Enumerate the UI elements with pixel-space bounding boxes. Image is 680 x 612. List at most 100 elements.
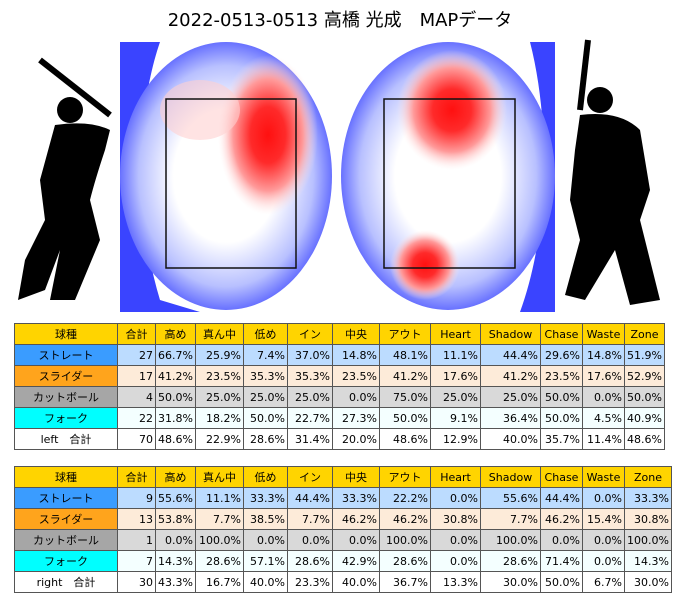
cell: 33.3% [243,487,288,509]
cell: 35.3% [243,365,288,387]
cell: 42.9% [332,550,380,572]
cell: 9 [117,487,156,509]
cell: 37.0% [287,344,333,366]
cell: 高め [155,323,196,345]
cell: 48.6% [624,428,665,450]
cell: 12.9% [430,428,481,450]
cell: カットボール [14,386,118,408]
cell: 0.0% [287,529,333,551]
cell: 100.0% [624,529,672,551]
cell: 27.3% [332,407,380,429]
cell: 31.4% [287,428,333,450]
cell: 11.4% [582,428,625,450]
cell: 35.3% [287,365,333,387]
cell: 14.3% [624,550,672,572]
cell: 25.0% [287,386,333,408]
cell: 18.2% [195,407,244,429]
cell: 38.5% [243,508,288,530]
cell: 23.5% [332,365,380,387]
cell: 25.0% [243,386,288,408]
cell: 0.0% [332,386,380,408]
cell: Waste [582,323,625,345]
cell: 40.9% [624,407,665,429]
cell: left 合計 [14,428,118,450]
data-row: スライダー 17 41.2% 23.5% 35.3% 35.3% 23.5% 41.2% 17.… [14,365,665,387]
cell: 合計 [117,323,156,345]
cell: 25.0% [195,386,244,408]
cell: 25.9% [195,344,244,366]
heatmaps [18,39,660,312]
cell: 55.6% [155,487,196,509]
cell: 1 [117,529,156,551]
cell: 29.6% [540,344,583,366]
cell: 28.6% [480,550,541,572]
cell: 75.0% [379,386,431,408]
cell: Shadow [480,323,541,345]
heatmap-right [340,42,555,312]
cell: 球種 [14,466,118,488]
cell: 31.8% [155,407,196,429]
cell: 30.0% [480,571,541,593]
cell: 25.0% [480,386,541,408]
cell: 0.0% [430,529,481,551]
cell: 41.2% [480,365,541,387]
cell: 4.5% [582,407,625,429]
cell: 13 [117,508,156,530]
cell: 22.2% [379,487,431,509]
cell: 100.0% [195,529,244,551]
cell: 16.7% [195,571,244,593]
cell: 6.7% [582,571,625,593]
cell: 71.4% [540,550,583,572]
cell: 28.6% [287,550,333,572]
cell: 50.0% [624,386,665,408]
cell: 30 [117,571,156,593]
cell: 46.2% [540,508,583,530]
cell: 41.2% [155,365,196,387]
cell: 50.0% [540,386,583,408]
cell: 球種 [14,323,118,345]
cell: 13.3% [430,571,481,593]
cell: 51.9% [624,344,665,366]
cell: 17.6% [430,365,481,387]
cell: 40.0% [243,571,288,593]
cell: 40.0% [480,428,541,450]
cell: イン [287,323,333,345]
cell: 0.0% [155,529,196,551]
cell: 15.4% [582,508,625,530]
cell: 30.8% [430,508,481,530]
cell: イン [287,466,333,488]
cell: 28.6% [379,550,431,572]
cell: 中央 [332,466,380,488]
data-row: フォーク 22 31.8% 18.2% 50.0% 22.7% 27.3% 50.0% 9.1%… [14,407,665,429]
cell: 48.6% [379,428,431,450]
stats-table-left: 球種 合計 高め 真ん中 低め イン 中央 アウト Heart Shadow Chase Waste Z… [14,323,665,450]
data-row: フォーク 7 14.3% 28.6% 57.1% 28.6% 42.9% 28.6% 0.0% 2… [14,550,672,572]
heatmap-left [120,42,332,312]
cell: Chase [540,323,583,345]
cell: Zone [624,466,672,488]
cell: 0.0% [582,550,625,572]
cell: 50.0% [243,407,288,429]
cell: 低め [243,466,288,488]
cell: 0.0% [582,386,625,408]
cell: 高め [155,466,196,488]
cell: Shadow [480,466,541,488]
cell: 11.1% [430,344,481,366]
cell: 44.4% [480,344,541,366]
batter-right [565,39,660,305]
cell: 57.1% [243,550,288,572]
cell: 28.6% [243,428,288,450]
cell: 36.4% [480,407,541,429]
cell: 36.7% [379,571,431,593]
cell: 0.0% [430,487,481,509]
cell: 52.9% [624,365,665,387]
cell: 100.0% [379,529,431,551]
cell: 48.1% [379,344,431,366]
cell: アウト [379,466,431,488]
cell: 14.3% [155,550,196,572]
header-row: 球種 合計 高め 真ん中 低め イン 中央 アウト Heart Shadow Chase Waste Z… [14,323,665,345]
data-row: right 合計 30 43.3% 16.7% 40.0% 23.3% 40.0% 36.7%… [14,571,672,593]
batter-left [18,57,112,300]
cell: 30.0% [624,571,672,593]
cell: 0.0% [582,487,625,509]
